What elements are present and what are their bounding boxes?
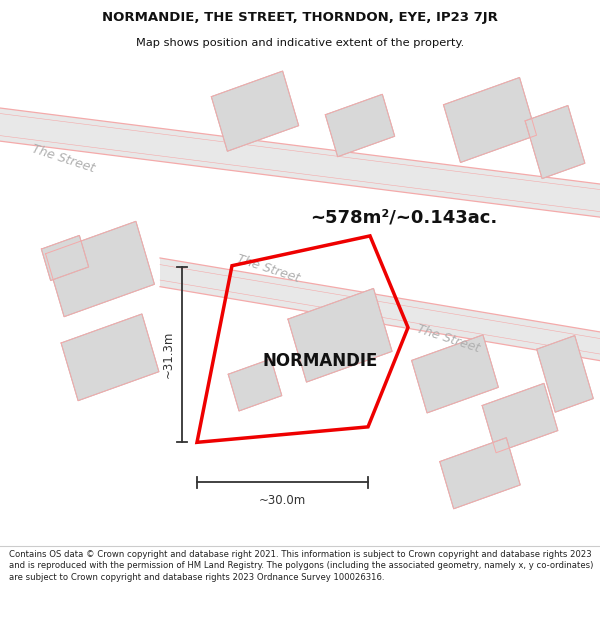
Text: Contains OS data © Crown copyright and database right 2021. This information is : Contains OS data © Crown copyright and d… (9, 549, 593, 582)
Text: ~30.0m: ~30.0m (259, 494, 306, 508)
Text: ~578m²/~0.143ac.: ~578m²/~0.143ac. (310, 208, 497, 226)
Polygon shape (61, 314, 159, 401)
Polygon shape (440, 438, 520, 509)
Text: Map shows position and indicative extent of the property.: Map shows position and indicative extent… (136, 38, 464, 48)
Polygon shape (46, 221, 154, 317)
Polygon shape (41, 236, 89, 281)
Polygon shape (443, 78, 536, 162)
Polygon shape (0, 107, 600, 217)
Polygon shape (288, 288, 392, 382)
Text: The Street: The Street (415, 322, 481, 355)
Text: NORMANDIE: NORMANDIE (262, 352, 377, 369)
Polygon shape (537, 336, 593, 412)
Polygon shape (325, 94, 395, 157)
Text: The Street: The Street (235, 253, 301, 286)
Polygon shape (228, 359, 282, 411)
Text: The Street: The Street (30, 142, 97, 175)
Polygon shape (482, 383, 558, 452)
Text: ~31.3m: ~31.3m (161, 331, 175, 378)
Polygon shape (211, 71, 299, 151)
Text: NORMANDIE, THE STREET, THORNDON, EYE, IP23 7JR: NORMANDIE, THE STREET, THORNDON, EYE, IP… (102, 11, 498, 24)
Polygon shape (525, 106, 585, 179)
Polygon shape (160, 258, 600, 361)
Polygon shape (412, 335, 499, 413)
